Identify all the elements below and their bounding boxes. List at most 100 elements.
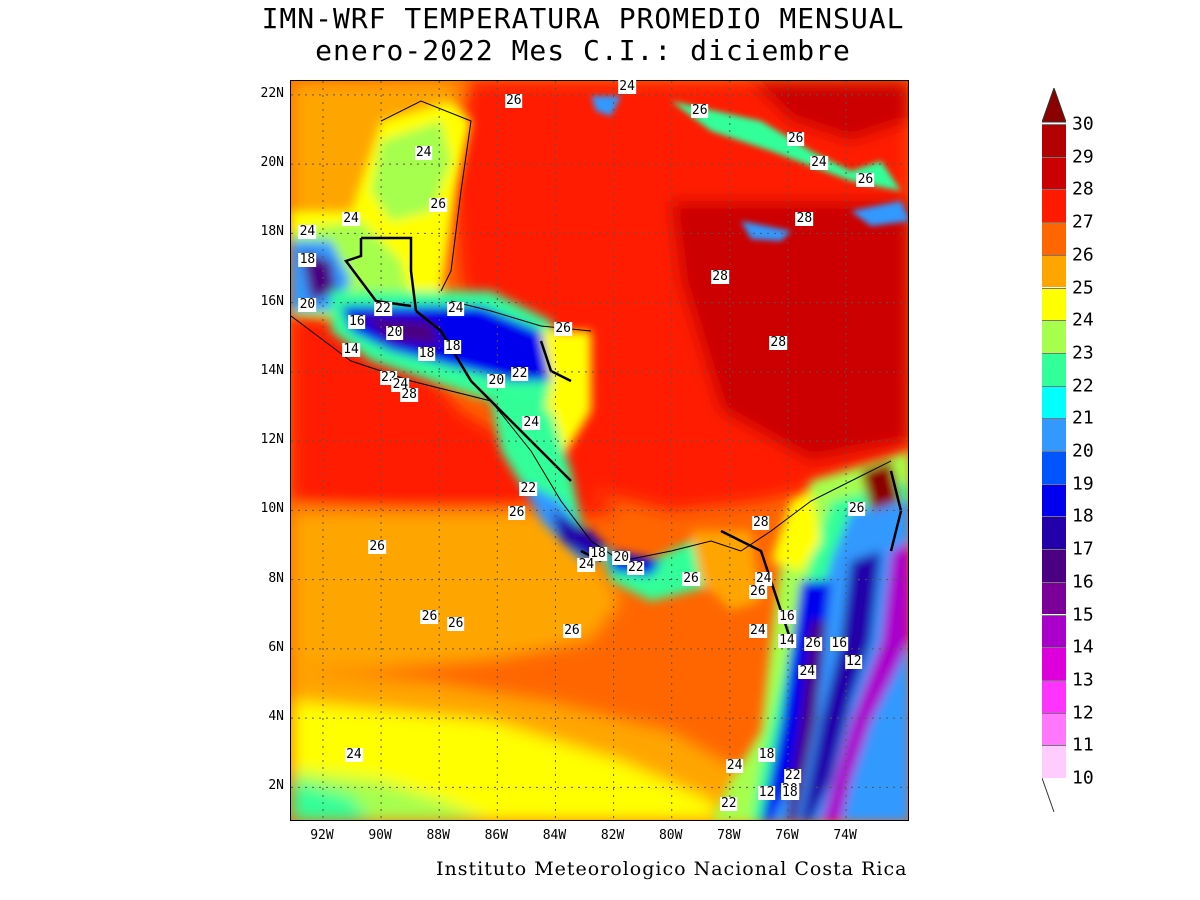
- graticule: [291, 81, 908, 820]
- contour-label: 24: [749, 622, 767, 638]
- colorbar-level-label: 28: [1072, 178, 1094, 200]
- colorbar-level-label: 30: [1072, 113, 1094, 135]
- contour-label: 24: [345, 747, 363, 763]
- colorbar-level-label: 20: [1072, 440, 1094, 462]
- lon-tick-label: 84W: [542, 828, 567, 843]
- contour-label: 28: [751, 515, 770, 531]
- contour-label: 24: [342, 210, 360, 226]
- colorbar-level-label: 18: [1072, 505, 1094, 527]
- lon-tick-label: 82W: [600, 828, 625, 843]
- contour-label: 22: [719, 795, 738, 811]
- colorbar-level-label: 14: [1072, 636, 1094, 658]
- contour-label: 24: [577, 556, 596, 572]
- contour-label: 26: [504, 92, 523, 108]
- contour-label: 26: [786, 130, 805, 146]
- colorbar-cell: [1042, 418, 1066, 451]
- contour-label: 24: [446, 300, 465, 316]
- contour-label: 26: [847, 501, 866, 517]
- contour-label: 16: [778, 608, 796, 624]
- contour-label: 22: [374, 300, 392, 316]
- contour-label: 26: [420, 608, 439, 624]
- lat-tick-label: 22N: [260, 85, 284, 101]
- map-title-line-2: enero-2022 Mes C.I.: diciembre: [315, 34, 851, 67]
- contour-label: 26: [682, 570, 700, 586]
- colorbar-level-label: 23: [1072, 342, 1094, 364]
- credit-text: Instituto Meteorologico Nacional Costa R…: [436, 858, 908, 880]
- colorbar-level-label: 15: [1072, 604, 1094, 625]
- lat-tick-label: 8N: [268, 570, 284, 586]
- temperature-map: [290, 80, 909, 821]
- colorbar-cell: [1042, 352, 1066, 386]
- lat-tick-label: 16N: [260, 293, 284, 309]
- contour-label: 12: [844, 653, 863, 669]
- lon-tick-label: 88W: [426, 828, 450, 843]
- colorbar-level-label: 11: [1072, 734, 1094, 756]
- temperature-field: [291, 81, 908, 820]
- contour-label: 24: [298, 224, 317, 240]
- lon-tick-label: 78W: [717, 828, 741, 843]
- colorbar-cell: [1042, 287, 1066, 321]
- colorbar-cell: [1042, 124, 1066, 157]
- colorbar-level-label: 16: [1072, 571, 1094, 593]
- lat-tick-label: 18N: [260, 224, 284, 240]
- contour-label: 20: [487, 373, 506, 389]
- contour-label: 22: [626, 560, 645, 576]
- colorbar-level-label: 19: [1072, 473, 1094, 495]
- lon-tick-label: 76W: [775, 828, 799, 843]
- contour-label: 22: [519, 480, 538, 496]
- contour-label: 16: [830, 636, 849, 652]
- colorbar-level-label: 13: [1072, 669, 1094, 691]
- colorbar-cell: [1042, 222, 1066, 255]
- lat-tick-label: 20N: [260, 155, 284, 171]
- contour-label: 20: [385, 324, 404, 340]
- contour-label: 26: [749, 584, 767, 600]
- colorbar-cell: [1042, 712, 1066, 746]
- contour-label: 18: [757, 747, 776, 763]
- colorbar-cell: [1042, 614, 1066, 648]
- contour-label: 24: [798, 664, 817, 680]
- colorbar-cell: [1042, 647, 1066, 680]
- contour-label: 12: [757, 785, 776, 801]
- colorbar-level-label: 26: [1072, 244, 1094, 266]
- colorbar-cell: [1042, 483, 1066, 517]
- contour-label: 22: [510, 366, 529, 382]
- land-caribbean-islands: [591, 96, 908, 241]
- contour-label: 26: [690, 103, 709, 119]
- colorbar-level-label: 17: [1072, 538, 1094, 560]
- contour-label: 24: [725, 757, 744, 773]
- colorbar-min-arrow: [1042, 778, 1055, 813]
- colorbar-cell: [1042, 385, 1066, 419]
- colorbar-cell: [1042, 189, 1066, 223]
- contour-label: 26: [368, 539, 386, 555]
- colorbar-level-label: 12: [1072, 702, 1094, 724]
- contour-label: 28: [769, 335, 788, 351]
- colorbar-level-label: 10: [1072, 767, 1094, 789]
- lat-tick-label: 6N: [268, 639, 284, 655]
- colorbar-cell: [1042, 516, 1066, 550]
- lat-tick-label: 10N: [260, 501, 284, 517]
- contour-label: 26: [429, 196, 448, 212]
- colorbar-cell: [1042, 745, 1066, 778]
- contour-label: 24: [810, 155, 828, 171]
- lat-tick-label: 4N: [268, 709, 284, 725]
- colorbar-cell: [1042, 320, 1066, 353]
- contour-label: 28: [711, 269, 729, 285]
- contour-label: 28: [400, 387, 418, 403]
- contour-label: 22: [783, 767, 802, 783]
- contour-label: 20: [612, 549, 631, 565]
- colorbar-cell: [1042, 156, 1066, 190]
- contour-label: 26: [507, 504, 526, 520]
- contour-label: 18: [781, 785, 799, 801]
- colorbar-level-label: 27: [1072, 211, 1094, 233]
- colorbar-cell: [1042, 549, 1066, 582]
- contour-label: 14: [342, 342, 360, 358]
- contour-label: 24: [522, 414, 541, 430]
- colorbar-cell: [1042, 581, 1066, 615]
- colorbar-cell: [1042, 679, 1066, 713]
- contour-label: 20: [298, 297, 317, 313]
- contour-label: 16: [348, 314, 366, 330]
- lon-tick-label: 90W: [368, 828, 392, 843]
- lon-tick-label: 80W: [658, 828, 683, 843]
- contour-label: 14: [778, 632, 796, 648]
- contour-label: 26: [804, 636, 822, 652]
